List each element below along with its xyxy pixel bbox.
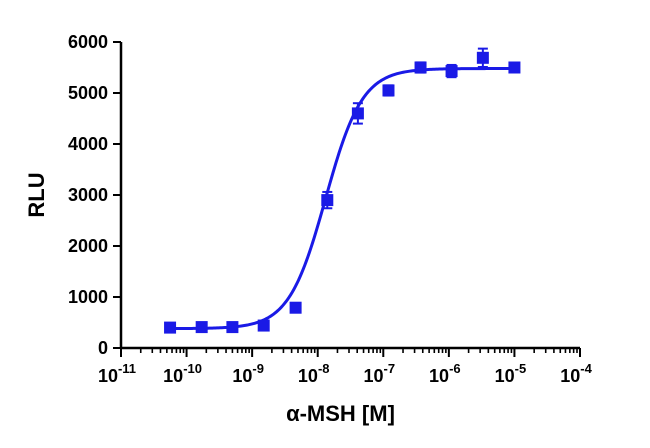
x-tick-label: 10-6 — [429, 361, 461, 386]
data-point — [289, 301, 302, 314]
y-tick-label: 0 — [98, 338, 108, 358]
data-points — [164, 47, 521, 334]
x-axis-ticks: 10-11 10-10 10-9 10-8 10-7 10-6 10-5 10-4 — [98, 348, 593, 386]
y-tick-label: 6000 — [68, 32, 108, 52]
square-marker — [476, 51, 489, 64]
data-point — [164, 321, 177, 334]
square-marker — [289, 301, 302, 314]
square-marker — [382, 84, 395, 97]
x-tick-label: 10-9 — [232, 361, 264, 386]
y-tick-label: 1000 — [68, 287, 108, 307]
y-tick-label: 4000 — [68, 134, 108, 154]
data-point — [414, 61, 427, 74]
square-marker — [226, 321, 239, 334]
square-marker — [445, 65, 458, 78]
square-marker — [351, 107, 364, 120]
x-tick-label: 10-4 — [560, 361, 592, 386]
data-point — [351, 102, 364, 125]
square-marker — [257, 319, 270, 332]
square-marker — [414, 61, 427, 74]
x-tick-label: 10-5 — [495, 361, 527, 386]
y-tick-label: 5000 — [68, 83, 108, 103]
square-marker — [508, 61, 521, 74]
data-point — [508, 61, 521, 74]
square-marker — [321, 194, 334, 207]
data-point — [226, 321, 239, 334]
fit-curve — [170, 67, 515, 331]
y-axis-title: RLU — [24, 172, 49, 217]
y-axis-ticks: 0 1000 2000 3000 4000 5000 6000 — [68, 32, 121, 358]
x-tick-label: 10-7 — [363, 361, 395, 386]
axes — [119, 42, 580, 350]
data-point — [257, 319, 270, 332]
data-point — [195, 321, 208, 334]
square-marker — [164, 321, 177, 334]
data-point — [476, 47, 489, 68]
data-point — [382, 84, 395, 97]
x-tick-label: 10-10 — [163, 361, 202, 386]
x-tick-label: 10-8 — [298, 361, 330, 386]
data-point — [321, 190, 334, 210]
y-tick-label: 2000 — [68, 236, 108, 256]
x-tick-label: 10-11 — [98, 361, 136, 386]
x-axis-title: α-MSH [M] — [286, 401, 395, 426]
data-point — [445, 63, 458, 79]
y-tick-label: 3000 — [68, 185, 108, 205]
square-marker — [195, 321, 208, 334]
